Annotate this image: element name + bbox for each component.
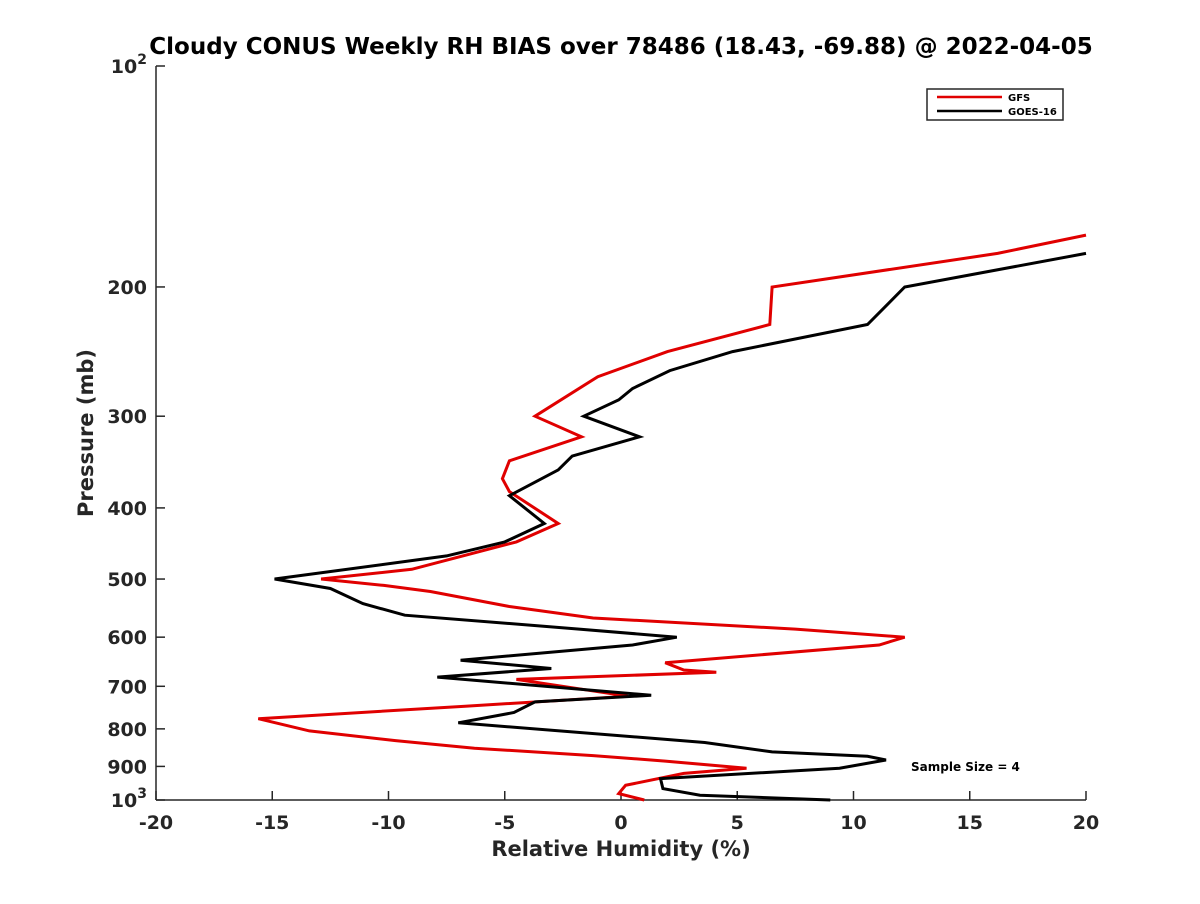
series-lines bbox=[257, 233, 1087, 802]
x-tick-label: 5 bbox=[731, 812, 744, 834]
y-tick-label: 900 bbox=[107, 756, 147, 778]
legend: GFS GOES-16 bbox=[926, 88, 1064, 121]
sample-size-annotation: Sample Size = 4 bbox=[911, 760, 1020, 774]
x-ticks: -20 -15 -10 -5 0 5 10 15 20 bbox=[139, 791, 1099, 834]
y-tick-label: 400 bbox=[107, 498, 147, 520]
y-tick-label: 700 bbox=[107, 676, 147, 698]
x-tick-label: 0 bbox=[614, 812, 627, 834]
x-tick-label: -10 bbox=[371, 812, 405, 834]
x-tick-label: 20 bbox=[1073, 812, 1099, 834]
y-axis-label: Pressure (mb) bbox=[74, 349, 98, 517]
x-tick-label: -5 bbox=[494, 812, 515, 834]
y-tick-label: 200 bbox=[107, 277, 147, 299]
y-tick-label: 300 bbox=[107, 406, 147, 428]
x-tick-label: -20 bbox=[139, 812, 173, 834]
y-tick-exponent: 3 bbox=[137, 786, 147, 802]
series-line-gfs bbox=[257, 233, 1087, 802]
x-tick-label: -15 bbox=[255, 812, 289, 834]
legend-box bbox=[926, 88, 1064, 121]
y-tick-label: 103 bbox=[111, 786, 147, 812]
y-tick-base: 10 bbox=[111, 790, 137, 812]
x-tick-label: 15 bbox=[957, 812, 983, 834]
x-axis-label: Relative Humidity (%) bbox=[491, 837, 750, 861]
x-tick-label: 10 bbox=[840, 812, 866, 834]
y-tick-base: 10 bbox=[111, 56, 137, 78]
legend-label-gfs: GFS bbox=[1008, 93, 1030, 104]
y-tick-label: 500 bbox=[107, 569, 147, 591]
legend-label-goes-16: GOES-16 bbox=[1008, 107, 1057, 118]
y-tick-label: 600 bbox=[107, 627, 147, 649]
y-tick-exponent: 2 bbox=[137, 52, 147, 68]
y-tick-label: 102 bbox=[111, 52, 147, 78]
series-line-goes-16 bbox=[274, 251, 1087, 802]
plot-area bbox=[155, 66, 1086, 801]
y-tick-label: 800 bbox=[107, 719, 147, 741]
chart-title: Cloudy CONUS Weekly RH BIAS over 78486 (… bbox=[149, 34, 1092, 60]
